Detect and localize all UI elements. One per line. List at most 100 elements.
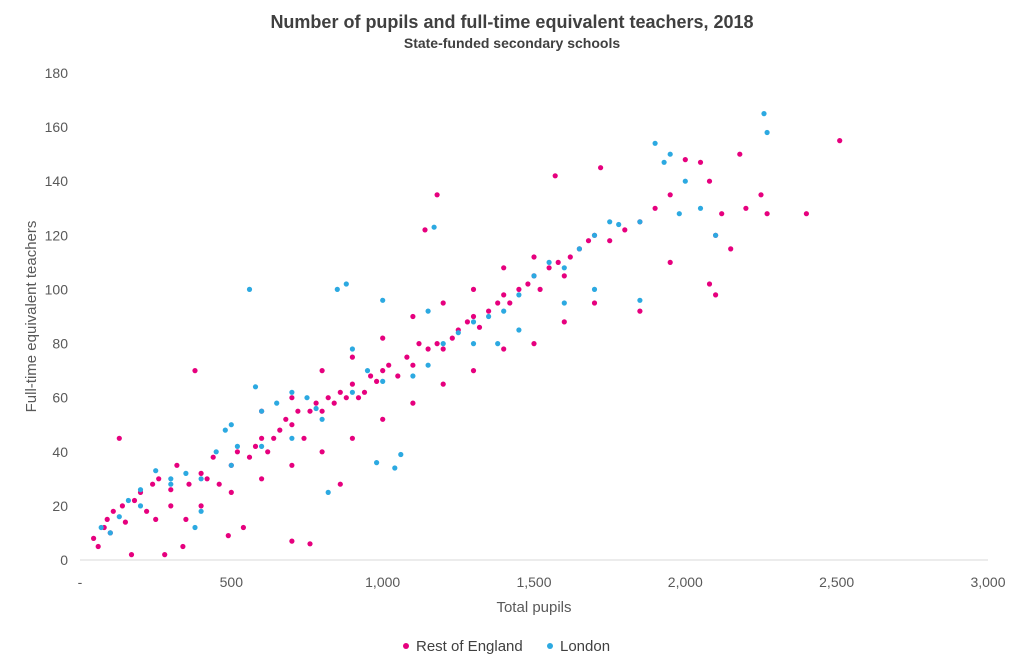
point-series-1-22: [334, 286, 340, 292]
point-series-1-16: [259, 408, 265, 414]
point-series-1-5: [153, 468, 159, 474]
point-series-0-52: [368, 373, 374, 379]
point-series-1-52: [682, 178, 688, 184]
point-series-1-24: [349, 346, 355, 352]
point-series-1-10: [213, 449, 219, 455]
point-series-0-84: [585, 238, 592, 244]
point-series-0-70: [486, 308, 492, 314]
point-series-0-49: [349, 381, 355, 387]
point-series-0-50: [355, 395, 362, 401]
point-series-0-20: [192, 368, 198, 374]
x-tick-label: 1,500: [516, 574, 551, 590]
point-series-0-107: [637, 308, 643, 314]
point-series-1-9: [198, 508, 204, 514]
point-series-0-88: [622, 227, 628, 233]
point-series-1-60: [516, 327, 522, 333]
point-series-1-0: [98, 524, 104, 531]
point-series-1-51: [676, 211, 682, 217]
point-series-1-45: [607, 219, 613, 225]
point-series-0-79: [552, 173, 558, 179]
point-series-0-73: [507, 300, 513, 306]
point-series-1-29: [398, 451, 404, 458]
point-series-0-117: [319, 449, 325, 455]
point-series-1-27: [380, 297, 386, 303]
x-tick-label: 500: [220, 574, 244, 590]
point-series-1-38: [501, 308, 507, 314]
point-series-0-82: [567, 254, 573, 260]
point-series-0-29: [246, 454, 253, 460]
point-series-0-90: [652, 205, 658, 211]
point-series-0-22: [204, 476, 210, 482]
points-layer: [91, 111, 843, 558]
point-series-1-1: [107, 530, 113, 536]
y-tick-label: 140: [45, 173, 69, 189]
point-series-0-116: [349, 435, 355, 441]
point-series-0-9: [128, 552, 135, 558]
point-series-1-17: [274, 400, 280, 406]
y-tick-label: 120: [45, 227, 69, 243]
point-series-1-58: [591, 286, 598, 292]
chart-subtitle: State-funded secondary schools: [403, 35, 621, 51]
point-series-1-34: [455, 330, 461, 336]
x-tick-label: -: [78, 574, 83, 590]
point-series-0-5: [110, 508, 116, 514]
point-series-0-74: [516, 286, 522, 292]
point-series-0-45: [331, 400, 337, 406]
point-series-0-32: [265, 449, 271, 455]
point-series-0-17: [174, 462, 180, 468]
point-series-0-48: [343, 395, 349, 401]
point-series-0-97: [728, 246, 734, 252]
point-series-0-60: [422, 227, 428, 233]
point-series-0-109: [561, 319, 567, 325]
point-series-1-40: [531, 273, 537, 279]
point-series-1-19: [304, 395, 310, 401]
point-series-0-104: [713, 292, 719, 298]
point-series-0-111: [501, 346, 507, 352]
point-series-0-13: [150, 481, 156, 487]
y-tick-label: 160: [45, 119, 69, 135]
y-tick-label: 100: [45, 281, 69, 297]
point-series-0-16: [168, 487, 174, 493]
point-series-0-53: [374, 378, 380, 384]
point-series-0-42: [313, 400, 319, 406]
point-series-0-108: [591, 300, 598, 306]
point-series-0-33: [271, 435, 277, 441]
x-tick-label: 2,500: [819, 574, 854, 590]
point-series-1-55: [761, 111, 767, 117]
x-tick-label: 1,000: [365, 574, 400, 590]
point-series-0-100: [758, 192, 764, 198]
point-series-1-69: [198, 476, 204, 482]
point-series-0-92: [682, 157, 688, 163]
point-series-1-64: [349, 389, 355, 395]
y-axis-title: Full-time equivalent teachers: [23, 221, 40, 413]
point-series-0-34: [277, 427, 283, 433]
point-series-0-12: [144, 508, 150, 514]
point-series-0-63: [434, 341, 440, 347]
point-series-1-8: [192, 524, 198, 531]
point-series-0-118: [289, 462, 295, 468]
point-series-1-18: [289, 389, 295, 395]
point-series-0-101: [764, 211, 770, 217]
point-series-0-78: [546, 265, 552, 271]
y-tick-label: 80: [52, 336, 68, 352]
point-series-1-46: [616, 221, 622, 228]
point-series-0-106: [667, 259, 673, 265]
point-series-1-48: [652, 140, 658, 146]
point-series-1-71: [137, 503, 144, 509]
point-series-0-132: [470, 286, 477, 292]
point-series-0-69: [476, 324, 483, 330]
point-series-0-134: [531, 254, 537, 260]
point-series-0-27: [234, 449, 240, 455]
point-series-1-4: [137, 487, 144, 493]
point-series-1-42: [561, 265, 567, 271]
point-series-0-112: [470, 368, 477, 374]
point-series-1-14: [246, 286, 253, 292]
y-tick-label: 40: [52, 444, 68, 460]
point-series-0-51: [361, 389, 368, 395]
chart-title: Number of pupils and full-time equivalen…: [270, 12, 754, 32]
point-series-1-70: [168, 481, 174, 487]
point-series-1-2: [116, 514, 122, 520]
point-series-1-20: [313, 405, 319, 412]
point-series-0-61: [425, 346, 431, 352]
